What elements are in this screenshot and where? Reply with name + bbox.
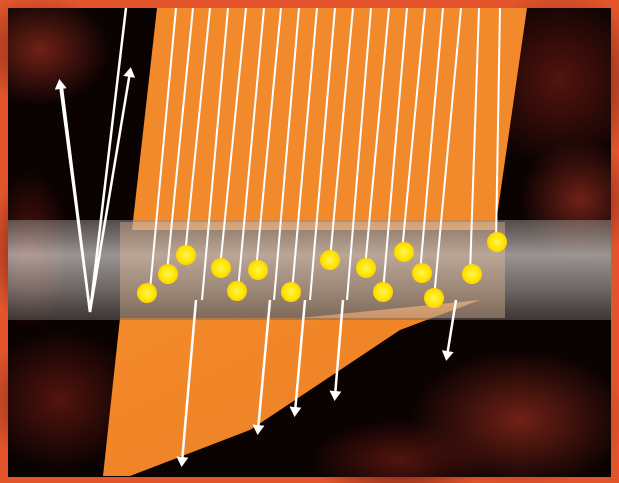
- particles: [137, 232, 507, 308]
- thin-film: [8, 220, 611, 320]
- reflected-rays: [54, 7, 136, 313]
- transmitted-rays: [176, 299, 458, 467]
- transmitted-beam: [103, 300, 480, 476]
- incident-rays: [149, 7, 501, 301]
